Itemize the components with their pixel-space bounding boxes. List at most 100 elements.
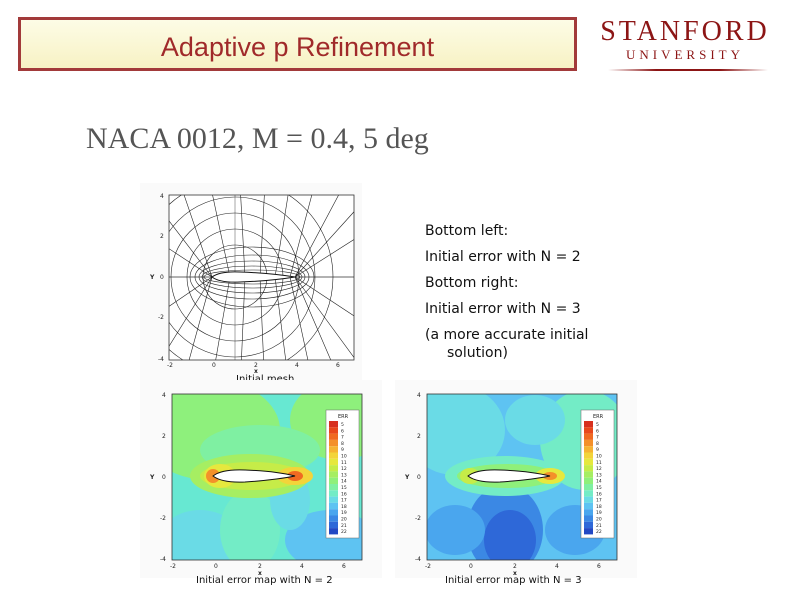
legend-label: 16: [596, 491, 602, 497]
legend-swatch: [584, 496, 593, 503]
legend-label: 13: [596, 472, 602, 478]
legend-label: 22: [596, 529, 602, 535]
tick-label: -2: [425, 563, 431, 570]
tick-label: 0: [214, 563, 218, 570]
legend-label: 18: [596, 504, 602, 510]
legend-swatch: [584, 515, 593, 522]
legend-swatch: [329, 521, 338, 529]
legend-swatch: [584, 509, 593, 516]
tick-label: 2: [417, 433, 421, 440]
tick-label: 6: [342, 563, 346, 570]
legend-label: 15: [596, 485, 602, 491]
notes-panel: Bottom left: Initial error with N = 2 Bo…: [425, 222, 625, 370]
stanford-logo: STANFORD UNIVERSITY: [590, 14, 780, 78]
legend-swatch: [329, 439, 338, 447]
legend-swatch: [584, 528, 593, 535]
legend-swatch: [329, 528, 338, 535]
legend-swatch: [329, 421, 338, 428]
legend-label: 12: [341, 466, 347, 472]
legend-label: 15: [341, 485, 347, 491]
logo-subline: UNIVERSITY: [626, 47, 744, 62]
error-n2-caption: Initial error map with N = 2: [196, 575, 333, 586]
legend-label: 14: [341, 479, 347, 485]
legend-label: 12: [596, 466, 602, 472]
legend-title: ERR: [338, 414, 349, 420]
legend-label: 17: [596, 498, 602, 504]
axis-label-x: x: [258, 570, 262, 577]
error-map-n2: ERR 5 6 7 8 9 10 11 12 13 14 15 16 17 18 19 20 21 22 4 2 …: [140, 380, 382, 590]
legend-swatch: [329, 465, 338, 472]
page-title: Adaptive p Refinement: [160, 32, 435, 62]
legend-swatch: [329, 433, 338, 440]
tick-label: 0: [212, 362, 216, 369]
legend-label: 11: [341, 460, 347, 466]
tick-label: 4: [162, 392, 166, 399]
legend-label: 7: [596, 435, 599, 441]
legend-label: 5: [596, 422, 599, 428]
legend-label: 17: [341, 498, 347, 504]
note-line: (a more accurate initial: [425, 327, 589, 343]
tick-label: 0: [417, 474, 421, 481]
legend-swatch: [584, 439, 593, 447]
legend-swatch: [584, 465, 593, 472]
tick-label: 0: [160, 274, 164, 281]
note-line: Bottom left:: [425, 223, 509, 239]
legend-label: 9: [341, 447, 344, 453]
tick-label: 4: [417, 392, 421, 399]
legend-swatch: [584, 458, 593, 466]
legend-label: 19: [341, 510, 347, 516]
legend-label: 14: [596, 479, 602, 485]
legend-swatch: [584, 421, 593, 428]
tick-label: 4: [295, 362, 299, 369]
logo-underline: [608, 69, 768, 71]
tick-label: -2: [167, 362, 173, 369]
tick-label: -4: [160, 556, 166, 563]
legend-swatch: [329, 452, 338, 459]
legend-swatch: [584, 427, 593, 434]
logo-wordmark: STANFORD: [600, 16, 770, 47]
legend-swatch: [329, 477, 338, 484]
tick-label: 2: [160, 233, 164, 240]
error-map-n3: ERR 5 6 7 8 9 10 11 12 13 14 15 16 17 18 19 20 21 22 4 2 …: [395, 380, 637, 590]
legend-swatch: [584, 484, 593, 491]
legend-label: 10: [341, 454, 347, 460]
legend-swatch: [329, 496, 338, 503]
note-line: solution): [447, 345, 508, 361]
tick-label: 6: [336, 362, 340, 369]
tick-label: 2: [162, 433, 166, 440]
legend-swatch: [329, 515, 338, 522]
legend-swatch: [584, 490, 593, 497]
legend-label: 10: [596, 454, 602, 460]
tick-label: -2: [170, 563, 176, 570]
title-box: Adaptive p Refinement: [18, 17, 577, 71]
tick-label: -2: [415, 515, 421, 522]
tick-label: 2: [513, 563, 517, 570]
note-line: Initial error with N = 2: [425, 249, 581, 265]
legend-label: 22: [341, 529, 347, 535]
legend-swatch: [584, 471, 593, 478]
legend-label: 5: [341, 422, 344, 428]
legend-swatch: [584, 452, 593, 459]
tick-label: -2: [160, 515, 166, 522]
legend-swatch: [329, 484, 338, 491]
mesh-plot: 4 2 0 -2 -4 -2 0 2 4 6 Y x: [140, 183, 362, 390]
axis-label-y: Y: [149, 274, 155, 281]
legend-label: 21: [596, 523, 602, 529]
tick-label: 0: [469, 563, 473, 570]
legend-label: 6: [596, 428, 599, 434]
legend-label: 6: [341, 428, 344, 434]
legend-label: 21: [341, 523, 347, 529]
tick-label: 4: [160, 193, 164, 200]
tick-label: 4: [555, 563, 559, 570]
mesh-figure: 4 2 0 -2 -4 -2 0 2 4 6 Y x Initial mesh: [140, 183, 362, 390]
legend-swatch: [329, 502, 338, 510]
legend-swatch: [584, 502, 593, 510]
axis-label-y: Y: [404, 474, 410, 481]
legend-label: 20: [596, 517, 602, 523]
legend-swatch: [329, 427, 338, 434]
note-line: Bottom right:: [425, 275, 519, 291]
legend-label: 19: [596, 510, 602, 516]
